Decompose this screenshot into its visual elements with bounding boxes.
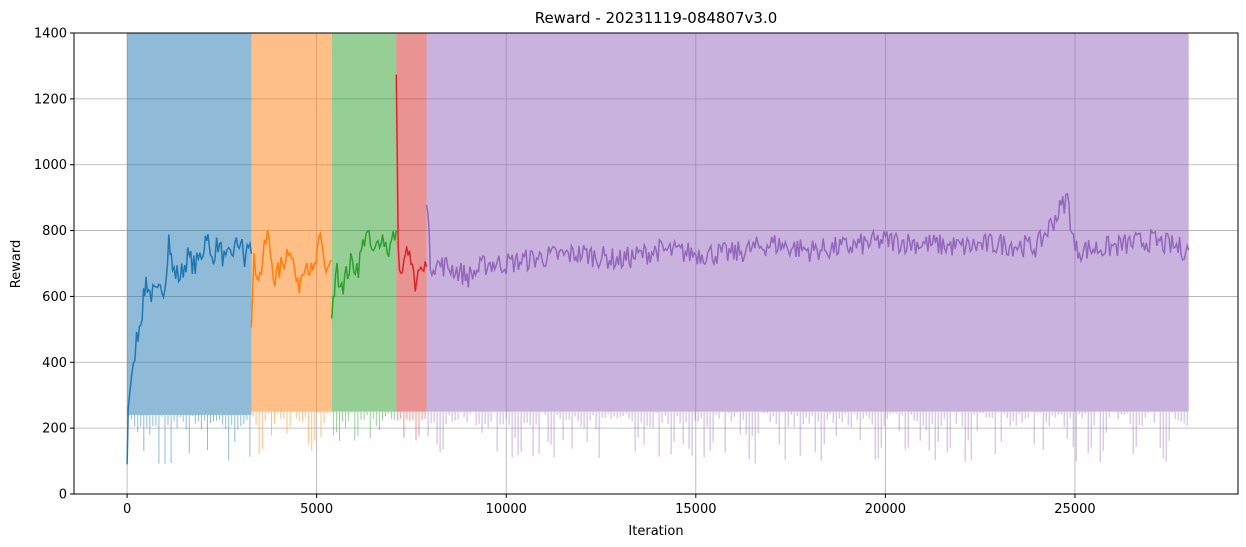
- y-tick-label: 1400: [34, 27, 67, 42]
- raw-reward-band-1: [127, 33, 252, 415]
- x-axis-label: Iteration: [628, 524, 683, 539]
- raw-reward-spikes-3: [332, 411, 396, 441]
- smoothed-reward-lines: [126, 74, 1190, 465]
- smoothed-reward-line-3: [331, 229, 398, 319]
- y-axis-ticks: 0 200 400 600 800 1000 1200 1400: [34, 27, 74, 503]
- raw-reward-spikes-2: [252, 411, 331, 455]
- y-tick-label: 1200: [34, 92, 67, 107]
- y-tick-label: 200: [42, 422, 67, 437]
- raw-reward-spikes-1: [131, 415, 251, 464]
- plot-frame: [73, 32, 1239, 495]
- chart-title: Reward - 20231119-084807v3.0: [535, 9, 778, 27]
- smoothed-reward-line-1: [126, 234, 253, 465]
- raw-reward-band-4: [396, 33, 427, 412]
- y-tick-label: 800: [42, 224, 67, 239]
- smoothed-reward-line-4: [395, 74, 428, 292]
- y-axis-label: Reward: [9, 240, 24, 288]
- x-tick-label: 10000: [486, 502, 527, 517]
- raw-reward-band-5: [426, 33, 1189, 412]
- x-tick-label: 25000: [1054, 502, 1095, 517]
- smoothed-reward-line-2: [250, 229, 333, 328]
- x-tick-label: 0: [123, 502, 131, 517]
- raw-reward-band-2: [251, 33, 332, 412]
- x-tick-label: 20000: [865, 502, 906, 517]
- raw-reward-spikes-4: [397, 411, 426, 441]
- raw-reward-spikes-5: [427, 411, 1188, 464]
- y-tick-label: 0: [59, 488, 67, 503]
- y-tick-label: 400: [42, 356, 67, 371]
- raw-reward-band-3: [331, 33, 397, 412]
- x-tick-label: 15000: [675, 502, 716, 517]
- raw-reward-bands: [127, 33, 1189, 464]
- x-axis-ticks: 0 5000 10000 15000 20000 25000: [123, 494, 1096, 517]
- y-tick-label: 600: [42, 290, 67, 305]
- x-tick-label: 5000: [300, 502, 333, 517]
- y-tick-label: 1000: [34, 158, 67, 173]
- smoothed-reward-line-5: [425, 192, 1190, 288]
